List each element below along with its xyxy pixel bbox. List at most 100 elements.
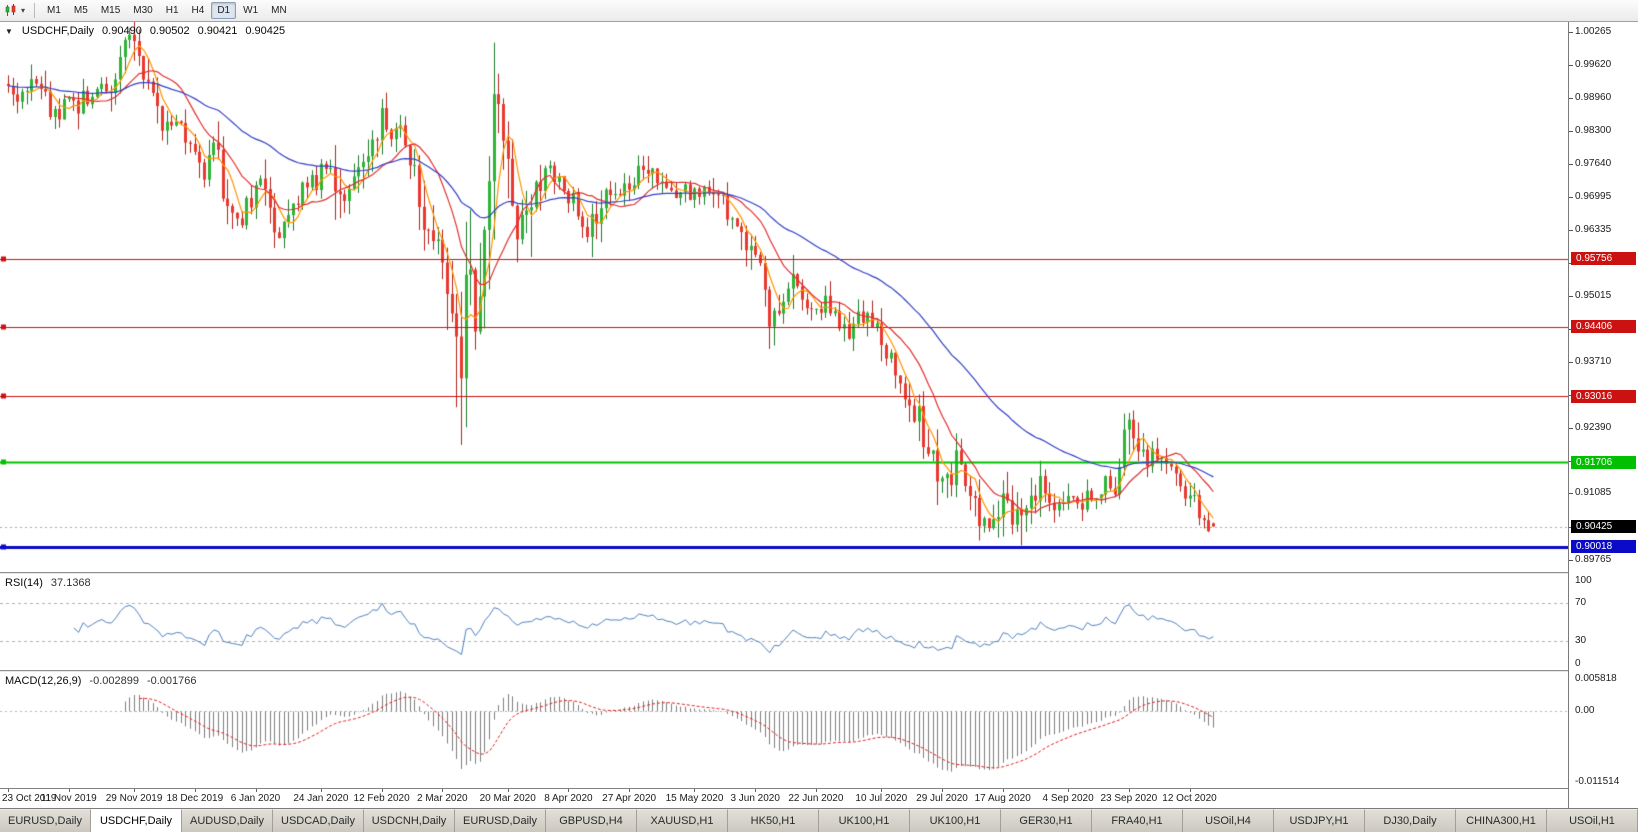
price-tick-label: 0.93710 xyxy=(1575,355,1612,367)
timeframe-mn[interactable]: MN xyxy=(271,5,287,16)
time-tick-mark xyxy=(881,789,882,792)
toolbar-separator xyxy=(34,3,36,18)
rsi-level-label: 70 xyxy=(1575,596,1587,608)
date-label: 23 Sep 2020 xyxy=(1100,793,1158,804)
chart-tab[interactable]: AUDUSD,Daily xyxy=(182,809,273,832)
date-label: 15 May 2020 xyxy=(665,793,724,804)
chart-tab[interactable]: HK50,H1 xyxy=(728,809,819,832)
time-tick-mark xyxy=(1190,789,1191,792)
timeframe-toolbar: ▾ M1 M5 M15 M30 H1 H4 D1 W1 MN xyxy=(0,0,1638,22)
price-tick-mark xyxy=(1569,560,1573,561)
price-axis[interactable]: 0.95756 0.94406 0.93016 0.91706 0.90018 … xyxy=(1568,22,1638,808)
price-tick-label: 0.96995 xyxy=(1575,190,1612,202)
macd-name: MACD(12,26,9) xyxy=(5,675,82,687)
time-tick-mark xyxy=(256,789,257,792)
price-tick-label: 0.91085 xyxy=(1575,487,1612,499)
date-label: 29 Jul 2020 xyxy=(916,793,968,804)
chart-mode-icon[interactable] xyxy=(4,4,18,17)
timeframe-m30[interactable]: M30 xyxy=(133,5,153,16)
symbol-period-label: USDCHF,Daily xyxy=(21,25,95,37)
timeframe-h4[interactable]: H4 xyxy=(191,5,205,16)
chart-tab[interactable]: USOil,H4 xyxy=(1183,809,1274,832)
timeframe-h1[interactable]: H1 xyxy=(165,5,179,16)
chart-title: ▼ USDCHF,Daily 0.90490 0.90502 0.90421 0… xyxy=(5,25,285,37)
time-tick-mark xyxy=(442,789,443,792)
time-tick-mark xyxy=(195,789,196,792)
date-label: 4 Sep 2020 xyxy=(1042,793,1094,804)
date-label: 24 Jan 2020 xyxy=(293,793,349,804)
pane-separator[interactable] xyxy=(0,670,1638,672)
timeframe-m5[interactable]: M5 xyxy=(73,5,88,16)
timeframe-m15[interactable]: M15 xyxy=(100,5,121,16)
time-tick-mark xyxy=(1129,789,1130,792)
chart-tab[interactable]: EURUSD,Daily xyxy=(455,809,546,832)
chart-tab[interactable]: USDCHF,Daily xyxy=(91,809,182,832)
resistance-badge-2: 0.94406 xyxy=(1571,320,1636,334)
chart-tab[interactable]: USDCNH,Daily xyxy=(364,809,455,832)
price-tick-label: 0.98300 xyxy=(1575,124,1612,136)
date-label: 22 Jun 2020 xyxy=(788,793,844,804)
price-tick-mark xyxy=(1569,32,1573,33)
chart-tab[interactable]: CHINA300,H1 xyxy=(1456,809,1547,832)
timeframe-w1[interactable]: W1 xyxy=(243,5,259,16)
time-tick-mark xyxy=(321,789,322,792)
price-tick-mark xyxy=(1569,164,1573,165)
time-tick-mark xyxy=(1068,789,1069,792)
timeframe-d1[interactable]: D1 xyxy=(211,2,237,19)
resistance-badge-1: 0.95756 xyxy=(1571,252,1636,266)
time-tick-mark xyxy=(568,789,569,792)
date-label: 11 Nov 2019 xyxy=(40,793,97,804)
macd-indicator-canvas[interactable] xyxy=(0,672,1568,788)
close-value: 0.90425 xyxy=(245,25,286,37)
chart-tab[interactable]: GER30,H1 xyxy=(1001,809,1092,832)
time-axis-separator xyxy=(0,788,1638,789)
chart-tab[interactable]: GBPUSD,H4 xyxy=(546,809,637,832)
date-label: 2 Mar 2020 xyxy=(417,793,468,804)
price-tick-mark xyxy=(1569,131,1573,132)
chart-tab[interactable]: XAUUSD,H1 xyxy=(637,809,728,832)
resistance-badge-3: 0.93016 xyxy=(1571,389,1636,403)
chart-tab[interactable]: UK100,H1 xyxy=(819,809,910,832)
chart-tab[interactable]: USDJPY,H1 xyxy=(1274,809,1365,832)
chart-mode-caret-icon[interactable]: ▾ xyxy=(21,6,26,15)
open-value: 0.90490 xyxy=(102,25,142,37)
macd-scale-label: 0.005818 xyxy=(1575,673,1617,684)
time-tick-mark xyxy=(694,789,695,792)
timeframe-m1[interactable]: M1 xyxy=(47,5,61,16)
price-tick-label: 1.00265 xyxy=(1575,26,1612,38)
low-value: 0.90421 xyxy=(197,25,238,37)
date-label: 10 Jul 2020 xyxy=(855,793,908,804)
time-tick-mark xyxy=(134,789,135,792)
chart-tab[interactable]: EURUSD,Daily xyxy=(0,809,91,832)
date-label: 12 Oct 2020 xyxy=(1162,793,1217,804)
rsi-name: RSI(14) xyxy=(5,577,43,589)
price-tick-label: 0.98960 xyxy=(1575,91,1612,103)
chart-tab[interactable]: USDCAD,Daily xyxy=(273,809,364,832)
support-badge-blue: 0.90018 xyxy=(1571,540,1636,554)
rsi-indicator-canvas[interactable] xyxy=(0,574,1568,670)
price-tick-mark xyxy=(1569,493,1573,494)
time-tick-mark xyxy=(382,789,383,792)
time-tick-mark xyxy=(8,789,9,792)
rsi-level-label: 0 xyxy=(1575,658,1581,669)
chart-tab[interactable]: DJ30,Daily xyxy=(1365,809,1456,832)
time-axis[interactable]: 23 Oct 2019 11 Nov 2019 29 Nov 2019 18 Dec … xyxy=(0,789,1568,808)
chart-tab[interactable]: UK100,H1 xyxy=(910,809,1001,832)
main-chart-canvas[interactable] xyxy=(0,22,1568,572)
price-tick-label: 0.99620 xyxy=(1575,58,1612,70)
price-tick-mark xyxy=(1569,98,1573,99)
macd-indicator-label: MACD(12,26,9) -0.002899 -0.001766 xyxy=(5,675,197,687)
chart-tab[interactable]: USOil,H1 xyxy=(1547,809,1638,832)
date-label: 18 Dec 2019 xyxy=(166,793,224,804)
date-label: 17 Aug 2020 xyxy=(974,793,1031,804)
pane-separator[interactable] xyxy=(0,572,1638,574)
macd-scale-label: 0.00 xyxy=(1575,704,1595,716)
time-tick-mark xyxy=(508,789,509,792)
macd-scale-label: -0.011514 xyxy=(1575,776,1620,787)
time-tick-mark xyxy=(629,789,630,792)
time-tick-mark xyxy=(942,789,943,792)
collapse-indicators-icon[interactable]: ▼ xyxy=(5,26,13,36)
chart-tab[interactable]: FRA40,H1 xyxy=(1092,809,1183,832)
current-price-badge: 0.90425 xyxy=(1571,520,1636,534)
date-label: 20 Mar 2020 xyxy=(479,793,536,804)
